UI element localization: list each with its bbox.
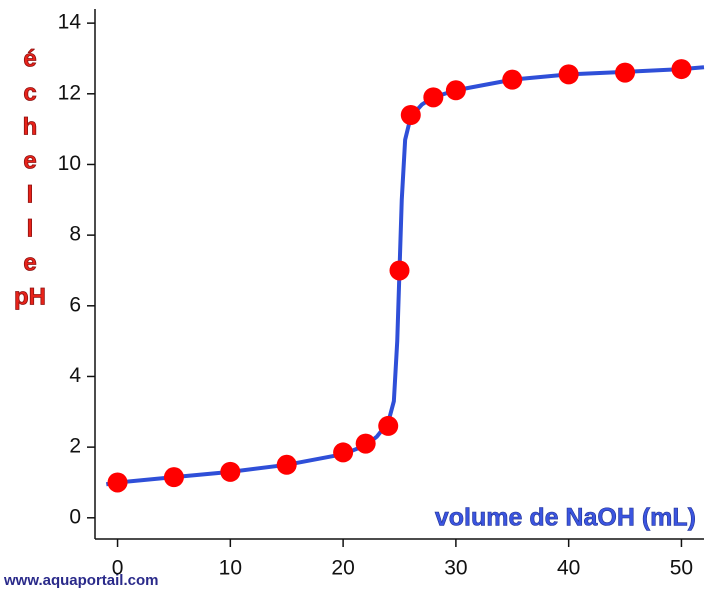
data-point [671, 59, 692, 80]
y-axis-label: l [27, 215, 34, 242]
data-point [423, 87, 444, 108]
x-tick-label: 10 [219, 557, 242, 580]
y-tick-label: 8 [69, 223, 81, 246]
data-point [615, 62, 636, 83]
data-point [333, 442, 354, 463]
y-axis-label: pH [14, 283, 46, 310]
y-tick-label: 0 [69, 505, 81, 528]
x-tick-label: 0 [112, 557, 124, 580]
y-axis-label: e [23, 249, 36, 276]
data-point [400, 105, 421, 125]
data-point [389, 260, 410, 281]
x-tick-label: 30 [444, 557, 467, 580]
data-point [220, 461, 241, 482]
data-point [107, 472, 128, 493]
y-axis-label: h [23, 113, 38, 140]
x-axis-label: volume de NaOH (mL) [435, 504, 696, 532]
y-axis-label: é [23, 45, 36, 72]
data-point [558, 64, 579, 85]
watermark: www.aquaportail.com [3, 572, 158, 589]
data-point [355, 433, 376, 454]
y-tick-label: 2 [69, 435, 81, 458]
y-axis-label: e [23, 147, 36, 174]
x-tick-label: 20 [331, 557, 354, 580]
data-point [502, 69, 523, 90]
data-point [445, 80, 466, 101]
data-point [276, 454, 297, 475]
y-tick-label: 12 [58, 81, 81, 104]
x-tick-label: 40 [557, 557, 580, 580]
data-point [378, 415, 399, 436]
y-axis-label: c [23, 79, 36, 106]
x-tick-label: 50 [670, 557, 693, 580]
y-tick-label: 14 [58, 11, 82, 34]
y-tick-label: 10 [58, 152, 81, 175]
y-tick-label: 6 [69, 293, 81, 316]
data-point [163, 467, 184, 488]
y-tick-label: 4 [69, 364, 81, 387]
y-axis-label: l [27, 181, 34, 208]
